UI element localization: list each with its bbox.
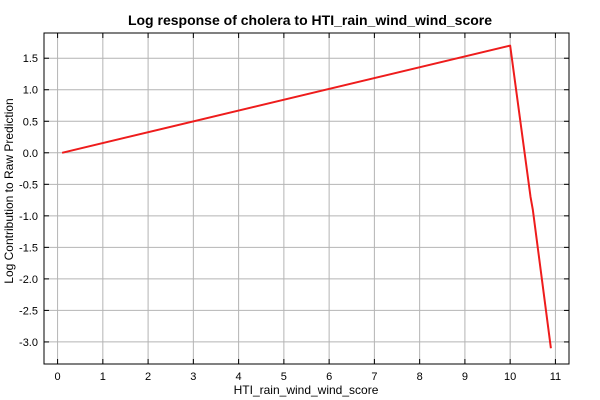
y-tick-label: 1.5: [23, 53, 38, 65]
x-tick-label: 11: [550, 371, 561, 383]
series-group: [61, 44, 552, 349]
y-tick-label: 0.0: [23, 148, 38, 160]
x-tick-label: 2: [145, 371, 151, 383]
grid: [44, 33, 569, 364]
x-tick-label: 10: [504, 371, 516, 383]
y-tick-label: 1.0: [23, 85, 38, 97]
x-tick-label: 4: [236, 371, 242, 383]
x-tick-label: 9: [462, 371, 468, 383]
y-tick-label: 0.5: [23, 116, 38, 128]
x-tick-label: 0: [55, 371, 61, 383]
x-tick-label: 6: [326, 371, 332, 383]
y-tick-label: -1.0: [19, 211, 38, 223]
x-tick-label: 8: [417, 371, 423, 383]
y-axis-label: Log Contribution to Raw Prediction: [2, 98, 16, 283]
x-tick-label: 1: [100, 371, 106, 383]
series-line: [61, 44, 552, 349]
y-tick-label: -1.5: [19, 242, 38, 254]
x-axis-label: HTI_rain_wind_wind_score: [234, 383, 379, 397]
x-tick-label: 7: [371, 371, 377, 383]
x-tick-label: 5: [281, 371, 287, 383]
chart-title: Log response of cholera to HTI_rain_wind…: [128, 12, 492, 28]
x-tick-label: 3: [190, 371, 196, 383]
plot-frame: [43, 32, 570, 365]
y-tick-label: -2.0: [19, 274, 38, 286]
axis-ticks: 0 1 2 3 4 5 6 7 8 9 10 11 1.5 1.0 0.5 0.0 -0.5 -1.0 -1.5 -2…: [19, 33, 569, 383]
y-tick-label: -2.5: [19, 305, 38, 317]
y-tick-label: -0.5: [19, 179, 38, 191]
y-tick-label: -3.0: [19, 337, 38, 349]
